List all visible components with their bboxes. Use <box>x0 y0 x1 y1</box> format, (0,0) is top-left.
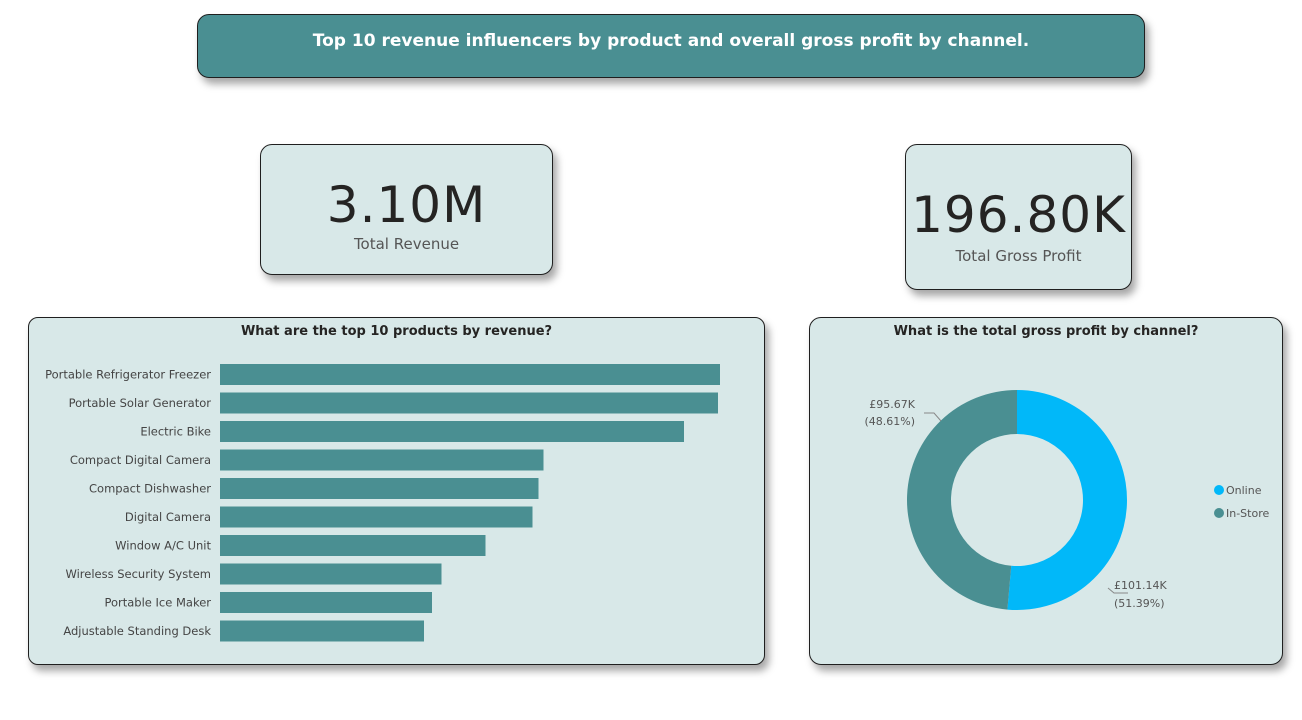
donut-chart-title: What is the total gross profit by channe… <box>893 324 1199 339</box>
category-label-portable-refrigerator-freezer: Portable Refrigerator Freezer <box>45 368 211 382</box>
bar-chart-title: What are the top 10 products by revenue? <box>240 324 553 339</box>
bar-chart-canvas: Portable Refrigerator Freezer Portable So… <box>45 364 720 642</box>
leader-line-online <box>1107 587 1128 594</box>
category-label-compact-dishwasher: Compact Dishwasher <box>89 482 211 496</box>
category-label-portable-ice-maker: Portable Ice Maker <box>104 596 211 610</box>
total-revenue-label: Total Revenue <box>353 235 460 253</box>
data-label-online-amount: £101.14K <box>1114 579 1167 592</box>
legend-label-in-store[interactable]: In-Store <box>1226 507 1269 520</box>
category-label-portable-solar-generator: Portable Solar Generator <box>69 396 212 410</box>
category-label-compact-digital-camera: Compact Digital Camera <box>70 453 211 467</box>
legend-marker-online[interactable] <box>1214 485 1224 495</box>
total-gross-profit-card: 196.80K Total Gross Profit <box>905 144 1132 290</box>
bar-electric-bike[interactable] <box>220 421 684 442</box>
bar-compact-digital-camera[interactable] <box>220 449 544 471</box>
top-products-bar-chart: Portable Refrigerator Freezer Portable So… <box>28 317 765 665</box>
legend-marker-in-store[interactable] <box>1214 508 1224 518</box>
gross-profit-donut-chart: £101.14K (51.39%) £95.67K (48.61%) Online In-… <box>809 317 1283 665</box>
slice-in-store[interactable] <box>907 390 1017 610</box>
data-label-instore-percent: (48.61%) <box>864 415 915 428</box>
bar-compact-dishwasher[interactable] <box>220 478 539 499</box>
bar-digital-camera[interactable] <box>220 506 533 528</box>
leader-line-instore <box>924 412 942 422</box>
category-label-electric-bike: Electric Bike <box>140 425 211 439</box>
bar-window-a-c-unit[interactable] <box>220 535 486 556</box>
dashboard-title: Top 10 revenue influencers by product an… <box>312 31 1030 51</box>
total-gross-profit-label: Total Gross Profit <box>955 247 1082 265</box>
total-revenue-card: 3.10M Total Revenue <box>260 144 553 275</box>
category-label-adjustable-standing-desk: Adjustable Standing Desk <box>63 624 211 638</box>
data-label-online-percent: (51.39%) <box>1114 597 1165 610</box>
donut-chart-canvas: £101.14K (51.39%) £95.67K (48.61%) Online In-… <box>864 390 1269 610</box>
category-label-wireless-security-system: Wireless Security System <box>65 567 211 581</box>
legend-label-online[interactable]: Online <box>1226 484 1262 497</box>
bar-portable-refrigerator-freezer[interactable] <box>220 364 720 385</box>
dashboard-title-banner: Top 10 revenue influencers by product an… <box>197 14 1145 78</box>
total-gross-profit-value: 196.80K <box>911 186 1126 244</box>
bar-adjustable-standing-desk[interactable] <box>220 620 424 642</box>
category-label-digital-camera: Digital Camera <box>125 510 211 524</box>
bar-portable-solar-generator[interactable] <box>220 392 718 414</box>
category-label-window-a-c-unit: Window A/C Unit <box>115 539 211 553</box>
slice-online[interactable] <box>1007 390 1127 610</box>
bar-portable-ice-maker[interactable] <box>220 592 432 613</box>
total-revenue-value: 3.10M <box>326 176 487 234</box>
data-label-instore-amount: £95.67K <box>869 398 915 411</box>
bar-wireless-security-system[interactable] <box>220 563 442 585</box>
